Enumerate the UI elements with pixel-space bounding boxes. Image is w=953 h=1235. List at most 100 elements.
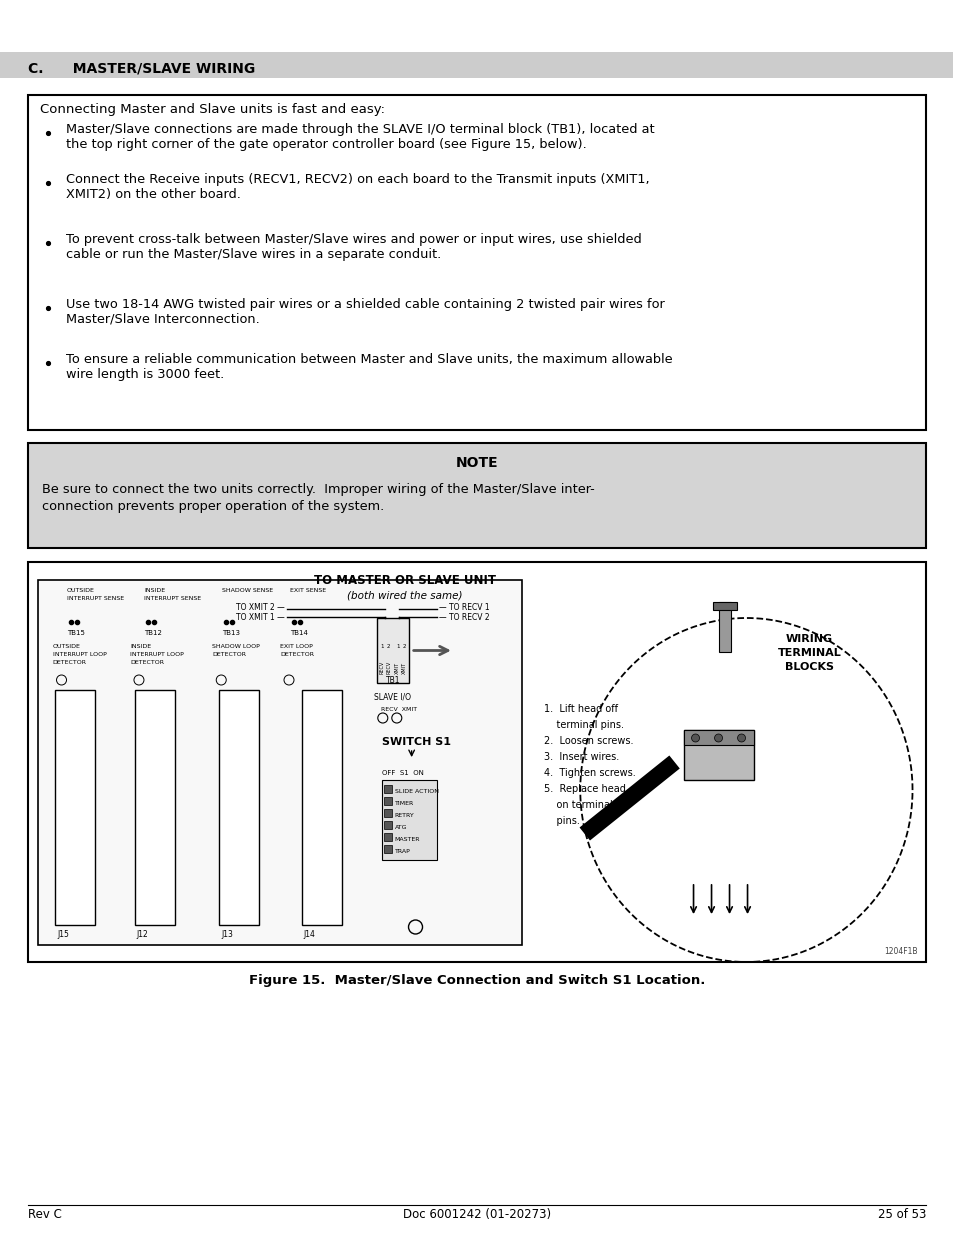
Text: Rev C: Rev C: [28, 1208, 62, 1221]
Bar: [0, 52, 953, 78]
Text: INTERRUPT SENSE: INTERRUPT SENSE: [144, 597, 201, 601]
Text: ATG: ATG: [395, 825, 407, 830]
Bar: [55, 690, 95, 925]
Text: TO MASTER OR SLAVE UNIT: TO MASTER OR SLAVE UNIT: [314, 574, 496, 587]
Text: TB15: TB15: [67, 630, 85, 636]
Text: Master/Slave Interconnection.: Master/Slave Interconnection.: [66, 312, 259, 326]
Bar: [301, 690, 341, 925]
Text: TO XMIT 1 —: TO XMIT 1 —: [235, 613, 285, 622]
Bar: [383, 785, 392, 793]
Text: J15: J15: [57, 930, 69, 939]
Text: OFF  S1  ON: OFF S1 ON: [381, 769, 423, 776]
Text: WIRING: WIRING: [785, 634, 832, 643]
Bar: [383, 832, 392, 841]
Text: INTERRUPT SENSE: INTERRUPT SENSE: [67, 597, 124, 601]
Circle shape: [714, 734, 721, 742]
Bar: [381, 781, 436, 860]
Text: (both wired the same): (both wired the same): [347, 590, 462, 600]
Text: MASTER: MASTER: [395, 837, 419, 842]
Text: DETECTOR: DETECTOR: [280, 652, 314, 657]
Text: J12: J12: [136, 930, 149, 939]
Text: pins.: pins.: [544, 816, 579, 826]
Text: INSIDE: INSIDE: [144, 588, 166, 593]
Text: SLAVE I/O: SLAVE I/O: [374, 692, 411, 701]
Text: TRAP: TRAP: [395, 848, 410, 853]
Text: 1204F1B: 1204F1B: [883, 947, 917, 956]
Text: 1: 1: [379, 643, 383, 650]
Text: NOTE: NOTE: [456, 456, 497, 471]
Text: RECV: RECV: [386, 661, 391, 674]
Bar: [134, 690, 174, 925]
Text: TB14: TB14: [290, 630, 307, 636]
Text: 2: 2: [387, 643, 390, 650]
Text: J13: J13: [221, 930, 233, 939]
Text: terminal pins.: terminal pins.: [544, 720, 623, 730]
Bar: [376, 618, 409, 683]
Text: SWITCH S1: SWITCH S1: [381, 737, 450, 747]
Text: Connecting Master and Slave units is fast and easy:: Connecting Master and Slave units is fas…: [40, 103, 385, 116]
Text: the top right corner of the gate operator controller board (see Figure 15, below: the top right corner of the gate operato…: [66, 138, 586, 151]
Text: To ensure a reliable communication between Master and Slave units, the maximum a: To ensure a reliable communication betwe…: [66, 353, 672, 366]
Text: cable or run the Master/Slave wires in a separate conduit.: cable or run the Master/Slave wires in a…: [66, 248, 441, 261]
Bar: [713, 601, 737, 610]
Text: TB12: TB12: [144, 630, 162, 636]
Text: BLOCKS: BLOCKS: [784, 662, 833, 672]
Circle shape: [691, 734, 699, 742]
Text: connection prevents proper operation of the system.: connection prevents proper operation of …: [42, 500, 384, 513]
Text: DETECTOR: DETECTOR: [130, 659, 164, 664]
Text: Connect the Receive inputs (RECV1, RECV2) on each board to the Transmit inputs (: Connect the Receive inputs (RECV1, RECV2…: [66, 173, 649, 186]
Text: XMIT: XMIT: [402, 662, 407, 674]
Text: 1: 1: [395, 643, 399, 650]
Text: J14: J14: [303, 930, 315, 939]
Bar: [38, 580, 521, 945]
Text: SHADOW SENSE: SHADOW SENSE: [222, 588, 273, 593]
Text: Figure 15.  Master/Slave Connection and Switch S1 Location.: Figure 15. Master/Slave Connection and S…: [249, 974, 704, 987]
Text: — TO RECV 1: — TO RECV 1: [438, 603, 489, 613]
Text: INSIDE: INSIDE: [130, 643, 151, 650]
Text: OUTSIDE: OUTSIDE: [52, 643, 80, 650]
Bar: [383, 809, 392, 818]
Text: TB1: TB1: [385, 676, 399, 685]
Circle shape: [737, 734, 744, 742]
Text: TERMINAL: TERMINAL: [777, 648, 841, 658]
Text: TO XMIT 2 —: TO XMIT 2 —: [235, 603, 285, 613]
Text: 1.  Lift head off: 1. Lift head off: [544, 704, 618, 714]
Text: TB13: TB13: [222, 630, 239, 636]
Text: 2.  Loosen screws.: 2. Loosen screws.: [544, 736, 633, 746]
Text: DETECTOR: DETECTOR: [52, 659, 87, 664]
Text: EXIT LOOP: EXIT LOOP: [280, 643, 313, 650]
Bar: [28, 95, 925, 430]
Text: INTERRUPT LOOP: INTERRUPT LOOP: [52, 652, 106, 657]
Bar: [682, 730, 753, 781]
Text: XMIT2) on the other board.: XMIT2) on the other board.: [66, 188, 240, 201]
Text: C.      MASTER/SLAVE WIRING: C. MASTER/SLAVE WIRING: [28, 61, 255, 75]
Text: SHADOW LOOP: SHADOW LOOP: [212, 643, 260, 650]
Bar: [28, 443, 925, 548]
Text: 2: 2: [402, 643, 406, 650]
Text: — TO RECV 2: — TO RECV 2: [438, 613, 489, 622]
Text: RECV: RECV: [379, 661, 384, 674]
Text: SLIDE ACTION: SLIDE ACTION: [395, 789, 438, 794]
Bar: [383, 821, 392, 829]
Text: DETECTOR: DETECTOR: [212, 652, 246, 657]
Text: RECV  XMIT: RECV XMIT: [380, 706, 416, 713]
Bar: [719, 601, 731, 652]
Text: 4.  Tighten screws.: 4. Tighten screws.: [544, 768, 636, 778]
Text: RETRY: RETRY: [395, 813, 414, 818]
Text: To prevent cross-talk between Master/Slave wires and power or input wires, use s: To prevent cross-talk between Master/Sla…: [66, 233, 641, 246]
Bar: [383, 797, 392, 805]
Text: OUTSIDE: OUTSIDE: [67, 588, 94, 593]
Text: 25 of 53: 25 of 53: [877, 1208, 925, 1221]
Text: 3.  Insert wires.: 3. Insert wires.: [544, 752, 618, 762]
Bar: [682, 730, 753, 745]
Bar: [28, 562, 925, 962]
Text: Master/Slave connections are made through the SLAVE I/O terminal block (TB1), lo: Master/Slave connections are made throug…: [66, 124, 654, 136]
Text: XMIT: XMIT: [395, 662, 400, 674]
Text: Doc 6001242 (01-20273): Doc 6001242 (01-20273): [402, 1208, 551, 1221]
Text: wire length is 3000 feet.: wire length is 3000 feet.: [66, 368, 224, 382]
Bar: [219, 690, 259, 925]
Text: TIMER: TIMER: [395, 802, 414, 806]
Text: Use two 18-14 AWG twisted pair wires or a shielded cable containing 2 twisted pa: Use two 18-14 AWG twisted pair wires or …: [66, 298, 664, 311]
Text: 5.  Replace head: 5. Replace head: [544, 784, 625, 794]
Text: Be sure to connect the two units correctly.  Improper wiring of the Master/Slave: Be sure to connect the two units correct…: [42, 483, 594, 496]
